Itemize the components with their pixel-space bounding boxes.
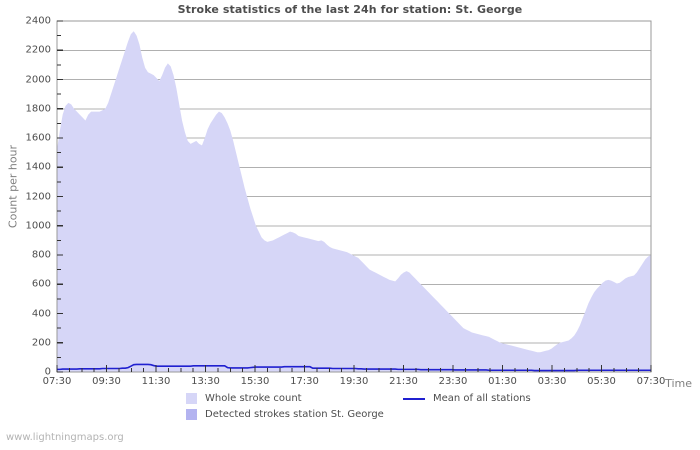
y-tick-label: 0 — [44, 366, 51, 378]
chart-title: Stroke statistics of the last 24h for st… — [177, 3, 523, 16]
chart-legend: Whole stroke count Detected strokes stat… — [0, 392, 700, 424]
x-tick-label: 11:30 — [141, 376, 171, 387]
legend-label-mean: Mean of all stations — [433, 393, 531, 404]
x-tick-label: 21:30 — [389, 376, 418, 387]
y-tick-label: 1800 — [25, 103, 51, 115]
x-tick-label: 07:30 — [42, 376, 72, 387]
x-tick-label: 17:30 — [290, 376, 319, 387]
y-tick-label: 200 — [31, 337, 51, 349]
legend-label-whole: Whole stroke count — [205, 393, 302, 404]
legend-item-whole-stroke-count: Whole stroke count — [186, 393, 302, 404]
legend-swatch-whole — [186, 393, 197, 404]
legend-swatch-detected — [186, 409, 197, 420]
x-tick-label: 01:30 — [488, 376, 517, 387]
x-tick-label: 19:30 — [339, 376, 369, 387]
y-tick-label: 800 — [31, 249, 51, 261]
legend-item-detected-strokes: Detected strokes station St. George — [186, 409, 384, 420]
x-tick-label: 07:30 — [636, 376, 666, 387]
legend-line-mean — [403, 397, 425, 400]
legend-item-mean-all-stations: Mean of all stations — [403, 393, 531, 404]
x-tick-label: 09:30 — [92, 376, 121, 387]
x-tick-label: 05:30 — [587, 376, 616, 387]
y-tick-label: 600 — [31, 278, 51, 290]
x-tick-label: 03:30 — [537, 376, 567, 387]
y-tick-label: 2000 — [25, 74, 51, 85]
y-tick-label: 1400 — [25, 161, 51, 173]
x-tick-label: 13:30 — [191, 376, 220, 387]
y-tick-label: 1000 — [25, 220, 51, 232]
x-tick-label: 15:30 — [240, 376, 270, 387]
y-tick-label: 1600 — [25, 132, 51, 144]
y-tick-label: 1200 — [25, 191, 51, 202]
area-whole-stroke-count — [57, 31, 651, 373]
x-tick-label: 23:30 — [438, 376, 468, 387]
x-axis-title: Time — [665, 377, 692, 390]
y-tick-label: 2400 — [25, 15, 51, 27]
y-tick-label: 400 — [31, 308, 51, 319]
watermark-text: www.lightningmaps.org — [6, 432, 124, 443]
legend-label-detected: Detected strokes station St. George — [205, 409, 384, 420]
y-tick-label: 2200 — [25, 44, 51, 56]
